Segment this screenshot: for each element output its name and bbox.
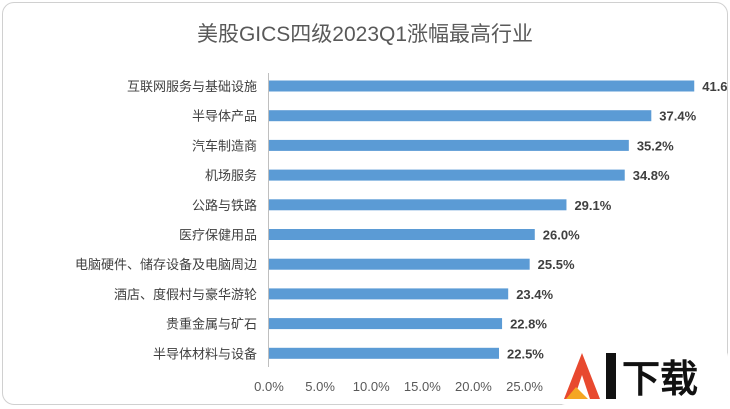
data-label: 34.8%	[633, 168, 670, 183]
x-tick-label: 25.0%	[506, 379, 543, 394]
data-label: 35.2%	[637, 138, 674, 153]
bar	[269, 347, 499, 359]
data-label: 29.1%	[574, 198, 611, 213]
data-label: 25.5%	[538, 257, 575, 272]
bar	[269, 139, 629, 151]
chart-title: 美股GICS四级2023Q1涨幅最高行业	[197, 23, 533, 46]
category-label: 半导体产品	[192, 109, 257, 124]
category-label: 汽车制造商	[192, 138, 257, 153]
category-label: 机场服务	[205, 168, 257, 183]
watermark-text: 下载	[622, 357, 698, 401]
watermark-logo: 下载	[556, 347, 728, 405]
data-label: 22.8%	[510, 317, 547, 332]
bar	[269, 80, 695, 92]
bar	[269, 110, 652, 122]
category-label: 半导体材料与设备	[153, 346, 257, 361]
x-tick-label: 0.0%	[254, 379, 284, 394]
category-label: 医疗保健用品	[179, 228, 257, 243]
bar	[269, 199, 567, 211]
watermark-a-icon	[564, 353, 600, 399]
bar	[269, 169, 625, 181]
x-tick-label: 5.0%	[305, 379, 335, 394]
data-label: 41.6%	[702, 79, 727, 94]
category-label: 互联网服务与基础设施	[127, 79, 257, 94]
category-label: 酒店、度假村与豪华游轮	[114, 287, 257, 302]
x-tick-label: 15.0%	[404, 379, 441, 394]
data-label: 26.0%	[543, 228, 580, 243]
bar	[269, 288, 509, 300]
bar	[269, 258, 530, 270]
data-label: 22.5%	[507, 346, 544, 361]
category-label: 贵重金属与矿石	[166, 317, 257, 332]
bar	[269, 229, 535, 240]
category-label: 公路与铁路	[192, 198, 257, 213]
data-label: 23.4%	[516, 287, 553, 302]
x-tick-label: 20.0%	[455, 379, 492, 394]
x-tick-label: 10.0%	[353, 379, 390, 394]
data-label: 37.4%	[659, 109, 696, 124]
bar	[269, 318, 503, 330]
category-label: 电脑硬件、储存设备及电脑周边	[75, 257, 257, 272]
watermark-i-icon	[606, 353, 616, 399]
